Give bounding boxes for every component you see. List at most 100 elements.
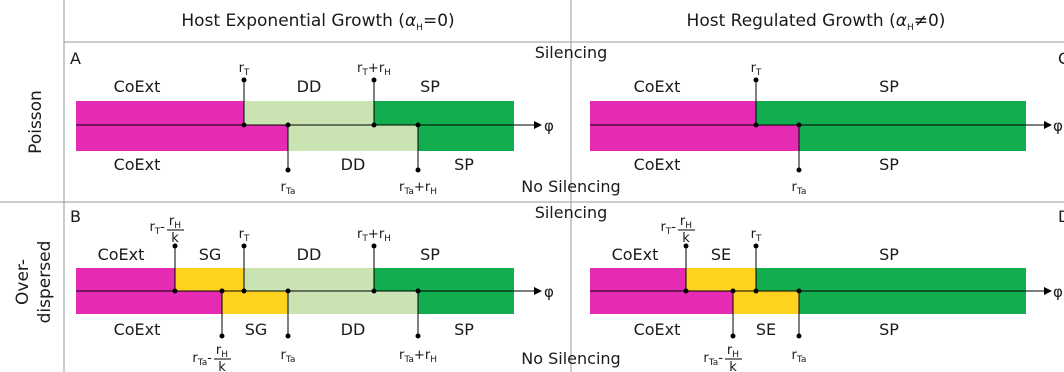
label-sp-top: SP <box>879 77 899 96</box>
marker-dot <box>172 288 178 294</box>
svg-text:rT-: rT- <box>149 220 165 237</box>
svg-text:rH: rH <box>169 214 181 231</box>
panel-c: φ rT rTa CoExt SP CoExt SP <box>590 61 1063 197</box>
marker-dot <box>241 122 247 128</box>
marker-dot <box>415 333 421 339</box>
header-left: Host Exponential Growth (αH=0) <box>181 11 454 33</box>
label-dd-top: DD <box>297 77 322 96</box>
region-sg-lower <box>222 291 288 314</box>
region-se-upper <box>686 268 756 291</box>
marker-dot <box>753 77 759 83</box>
panel-letter-c: C <box>1058 49 1064 68</box>
svg-text:k: k <box>682 231 690 246</box>
marker-rT: rT <box>239 227 250 244</box>
region-sp-lower <box>799 291 1026 314</box>
row-label-poisson: Poisson <box>26 90 46 154</box>
marker-rTa-minus-rH-over-k: rTa- rH k <box>703 343 742 372</box>
region-sp-lower <box>418 291 514 314</box>
region-sp-lower <box>799 125 1026 151</box>
marker-dot <box>219 333 225 339</box>
region-sg-upper <box>175 268 244 291</box>
label-coext-top: CoExt <box>114 77 161 96</box>
marker-rT: rT <box>751 227 762 244</box>
panel-a: φ rT rT+rH rTa rTa+rH CoExt DD SP CoExt … <box>76 61 554 197</box>
svg-text:k: k <box>218 360 226 372</box>
label-dd-bottom: DD <box>341 155 366 174</box>
panel-letter-a: A <box>70 49 81 68</box>
region-coext-lower-ext <box>175 291 222 314</box>
axis-arrow-icon <box>534 121 542 129</box>
marker-dot <box>796 122 802 128</box>
marker-rTa-minus-rH-over-k: rTa- rH k <box>192 343 231 372</box>
label-sg-bottom: SG <box>245 320 268 339</box>
svg-text:rH: rH <box>680 214 692 231</box>
label-coext-bottom: CoExt <box>634 320 681 339</box>
panel-b: φ rT- rH k rT rT+rH rTa- rH <box>76 214 554 372</box>
marker-rT-plus-rH: rT+rH <box>357 61 391 78</box>
marker-rT: rT <box>751 61 762 78</box>
region-sp-upper <box>756 101 1026 125</box>
marker-dot <box>285 167 291 173</box>
axis-arrow-icon <box>1044 121 1052 129</box>
marker-dot <box>796 167 802 173</box>
marker-rT-minus-rH-over-k: rT- rH k <box>660 214 695 246</box>
label-sg-top: SG <box>199 245 222 264</box>
label-sp-bottom: SP <box>454 155 474 174</box>
marker-rT-minus-rH-over-k: rT- rH k <box>149 214 184 246</box>
marker-dot <box>219 288 225 294</box>
marker-dot <box>730 288 736 294</box>
marker-dot <box>285 333 291 339</box>
axis-var: φ <box>544 117 554 135</box>
marker-rT: rT <box>239 61 250 78</box>
svg-text:k: k <box>729 360 737 372</box>
label-coext-bottom: CoExt <box>114 320 161 339</box>
label-sp-top: SP <box>879 245 899 264</box>
svg-text:rH: rH <box>216 343 228 360</box>
region-dd-upper <box>244 268 374 291</box>
svg-text:rTa-: rTa- <box>703 351 723 368</box>
marker-dot <box>730 333 736 339</box>
marker-dot <box>371 77 377 83</box>
marker-dot <box>415 288 421 294</box>
marker-rTa: rTa <box>281 348 296 365</box>
marker-dot <box>241 77 247 83</box>
label-se-bottom: SE <box>756 320 776 339</box>
label-coext-bottom: CoExt <box>634 155 681 174</box>
axis-var: φ <box>1053 117 1063 135</box>
region-sp-upper <box>374 268 514 291</box>
region-coext-lower-ext <box>686 291 733 314</box>
marker-dot <box>796 333 802 339</box>
axis-arrow-icon <box>1044 287 1052 295</box>
marker-rTa-plus-rH: rTa+rH <box>399 180 437 197</box>
label-coext-top: CoExt <box>634 77 681 96</box>
region-se-lower <box>733 291 799 314</box>
label-se-top: SE <box>711 245 731 264</box>
marker-dot <box>371 288 377 294</box>
marker-dot <box>415 122 421 128</box>
marker-rTa: rTa <box>792 348 807 365</box>
label-coext-top: CoExt <box>98 245 145 264</box>
marker-dot <box>753 288 759 294</box>
region-dd-upper <box>244 101 374 125</box>
label-sp-bottom: SP <box>454 320 474 339</box>
label-sp-top: SP <box>420 245 440 264</box>
panel-d: φ rT- rH k rT rTa- rH k rTa CoExt SE SP … <box>590 214 1063 372</box>
svg-text:rH: rH <box>727 343 739 360</box>
marker-dot <box>371 243 377 249</box>
label-coext-bottom: CoExt <box>114 155 161 174</box>
label-dd-bottom: DD <box>341 320 366 339</box>
region-dd-lower <box>288 125 418 151</box>
region-sp-upper <box>756 268 1026 291</box>
region-dd-lower <box>288 291 418 314</box>
marker-dot <box>371 122 377 128</box>
label-sp-bottom: SP <box>879 320 899 339</box>
marker-dot <box>753 122 759 128</box>
marker-dot <box>285 288 291 294</box>
axis-var: φ <box>1053 283 1063 301</box>
marker-dot <box>172 243 178 249</box>
svg-text:rT-: rT- <box>660 220 676 237</box>
panel-letter-b: B <box>70 207 81 226</box>
marker-dot <box>285 122 291 128</box>
mode-silencing-bottom: Silencing <box>535 203 608 222</box>
